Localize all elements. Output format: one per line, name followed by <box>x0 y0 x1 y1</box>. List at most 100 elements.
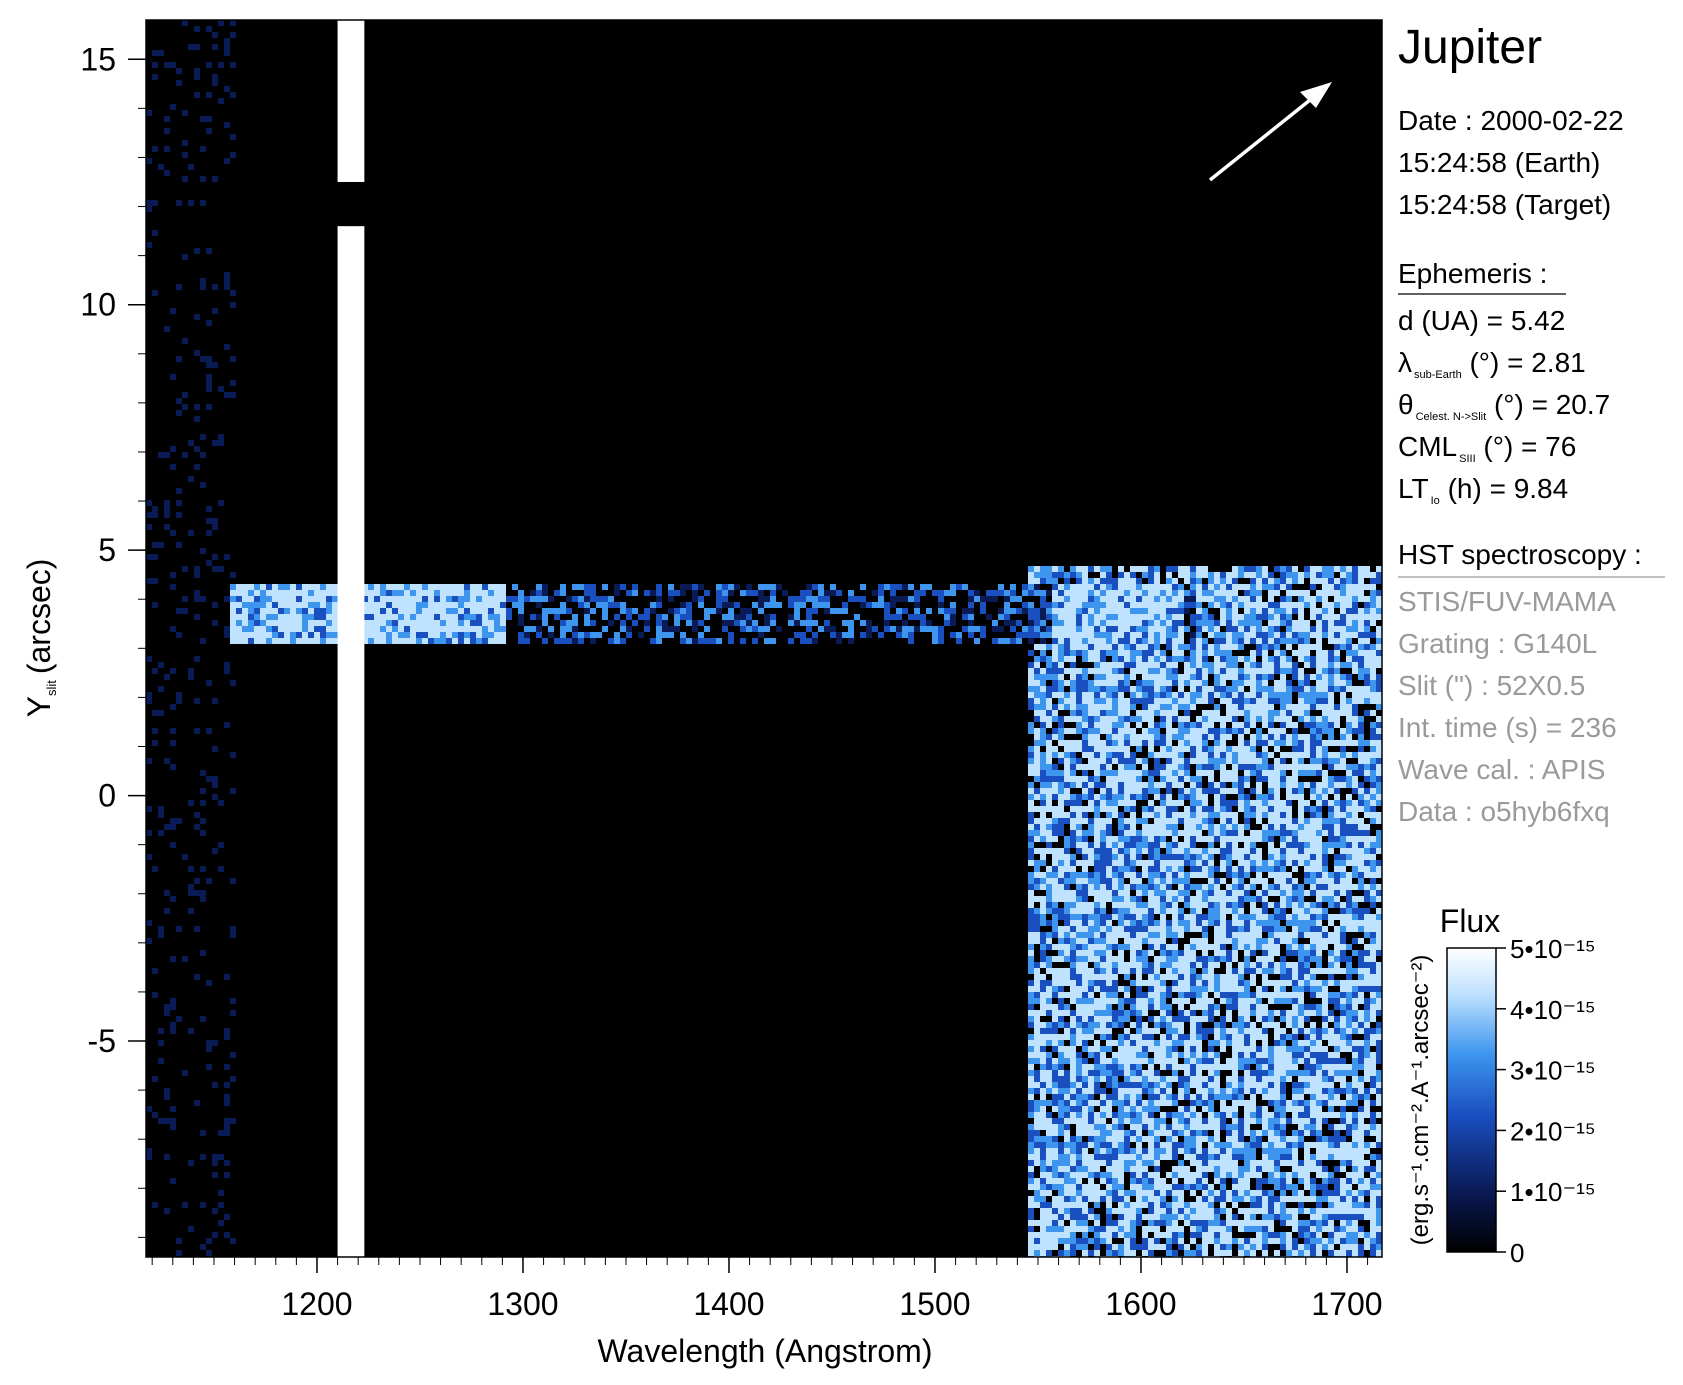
heatmap-cell <box>1316 650 1322 656</box>
heatmap-cell <box>206 188 212 194</box>
heatmap-cell <box>1100 704 1106 710</box>
heatmap-cell <box>662 620 668 626</box>
heatmap-cell <box>1274 710 1280 716</box>
heatmap-cell <box>248 596 254 602</box>
heatmap-cell <box>1316 608 1322 614</box>
heatmap-cell <box>320 620 326 626</box>
heatmap-cell <box>494 152 500 158</box>
heatmap-cell <box>716 716 722 722</box>
heatmap-cell <box>692 590 698 596</box>
heatmap-cell <box>758 20 764 26</box>
heatmap-cell <box>518 260 524 266</box>
heatmap-cell <box>1376 566 1382 572</box>
heatmap-cell <box>1160 668 1166 674</box>
heatmap-cell <box>1154 692 1160 698</box>
heatmap-cell <box>668 626 674 632</box>
heatmap-cell <box>956 344 962 350</box>
heatmap-cell <box>968 644 974 650</box>
heatmap-cell <box>1064 608 1070 614</box>
heatmap-cell <box>890 254 896 260</box>
heatmap-cell <box>1196 314 1202 320</box>
heatmap-cell <box>170 668 176 674</box>
heatmap-cell <box>1106 566 1112 572</box>
heatmap-cell <box>242 596 248 602</box>
heatmap-cell <box>536 482 542 488</box>
heatmap-cell <box>422 596 428 602</box>
heatmap-cell <box>182 668 188 674</box>
heatmap-cell <box>194 404 200 410</box>
heatmap-cell <box>416 512 422 518</box>
heatmap-cell <box>1136 680 1142 686</box>
heatmap-cell <box>452 704 458 710</box>
heatmap-cell <box>866 158 872 164</box>
heatmap-cell <box>590 608 596 614</box>
heatmap-cell <box>1142 566 1148 572</box>
heatmap-cell <box>1034 326 1040 332</box>
heatmap-cell <box>794 350 800 356</box>
heatmap-cell <box>476 362 482 368</box>
heatmap-cell <box>1022 590 1028 596</box>
heatmap-cell <box>860 218 866 224</box>
heatmap-cell <box>284 434 290 440</box>
heatmap-cell <box>614 38 620 44</box>
heatmap-cell <box>170 272 176 278</box>
heatmap-cell <box>1178 230 1184 236</box>
heatmap-cell <box>194 446 200 452</box>
heatmap-cell <box>632 620 638 626</box>
heatmap-cell <box>524 116 530 122</box>
heatmap-cell <box>788 602 794 608</box>
heatmap-cell <box>830 680 836 686</box>
heatmap-cell <box>200 614 206 620</box>
heatmap-cell <box>1106 668 1112 674</box>
heatmap-cell <box>1322 686 1328 692</box>
heatmap-cell <box>1082 674 1088 680</box>
heatmap-cell <box>1034 704 1040 710</box>
heatmap-cell <box>1076 104 1082 110</box>
heatmap-cell <box>188 548 194 554</box>
heatmap-cell <box>740 554 746 560</box>
heatmap-cell <box>884 470 890 476</box>
heatmap-cell <box>794 140 800 146</box>
heatmap-cell <box>1364 620 1370 626</box>
heatmap-cell <box>164 470 170 476</box>
heatmap-cell <box>482 176 488 182</box>
heatmap-cell <box>1376 632 1382 638</box>
heatmap-cell <box>452 638 458 644</box>
heatmap-cell <box>206 392 212 398</box>
heatmap-cell <box>1328 578 1334 584</box>
heatmap-cell <box>494 374 500 380</box>
heatmap-cell <box>992 620 998 626</box>
heatmap-cell <box>266 206 272 212</box>
heatmap-cell <box>1076 458 1082 464</box>
heatmap-cell <box>272 602 278 608</box>
heatmap-cell <box>1184 728 1190 734</box>
heatmap-cell <box>182 470 188 476</box>
heatmap-cell <box>200 116 206 122</box>
heatmap-cell <box>146 554 152 560</box>
heatmap-cell <box>1208 230 1214 236</box>
heatmap-cell <box>1160 452 1166 458</box>
heatmap-cell <box>698 500 704 506</box>
heatmap-cell <box>710 122 716 128</box>
heatmap-cell <box>1004 596 1010 602</box>
heatmap-cell <box>218 440 224 446</box>
heatmap-cell <box>272 638 278 644</box>
heatmap-cell <box>1160 656 1166 662</box>
heatmap-cell <box>920 140 926 146</box>
heatmap-cell <box>896 116 902 122</box>
heatmap-cell <box>458 632 464 638</box>
heatmap-cell <box>1106 698 1112 704</box>
heatmap-cell <box>1130 572 1136 578</box>
heatmap-cell <box>1136 716 1142 722</box>
heatmap-cell <box>1346 674 1352 680</box>
heatmap-cell <box>1196 662 1202 668</box>
heatmap-cell <box>452 308 458 314</box>
heatmap-cell <box>230 134 236 140</box>
heatmap-cell <box>398 668 404 674</box>
heatmap-cell <box>464 200 470 206</box>
heatmap-cell <box>164 326 170 332</box>
heatmap-cell <box>1178 638 1184 644</box>
heatmap-cell <box>368 728 374 734</box>
heatmap-cell <box>470 104 476 110</box>
heatmap-cell <box>1298 686 1304 692</box>
